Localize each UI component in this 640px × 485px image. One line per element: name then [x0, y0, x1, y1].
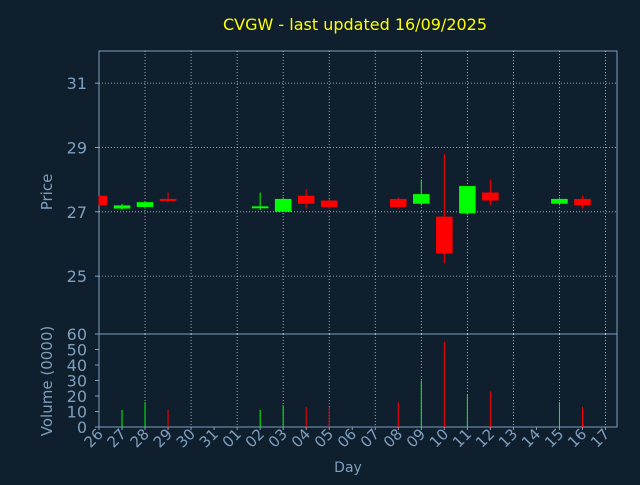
volume-tick-label: 50 — [67, 341, 87, 360]
volume-panel-frame — [98, 333, 618, 428]
chart-title: CVGW - last updated 16/09/2025 — [223, 15, 487, 34]
volume-tick-label: 20 — [67, 387, 87, 406]
candle-body — [551, 198, 568, 204]
volume-tick-label: 10 — [67, 403, 87, 422]
price-tick-label: 27 — [67, 203, 87, 222]
candle-body — [574, 198, 591, 206]
volume-tick-label: 30 — [67, 372, 87, 391]
price-axis-label: Price — [38, 174, 56, 211]
candle-body — [159, 198, 177, 201]
candle-body — [390, 198, 407, 207]
candle-body — [274, 198, 292, 212]
volume-tick-label: 60 — [67, 325, 87, 344]
candle-body — [459, 186, 476, 214]
price-panel-frame — [98, 50, 618, 335]
candle-body — [251, 206, 269, 209]
candle-body — [413, 194, 430, 204]
candle-body — [320, 200, 338, 207]
candle-body — [113, 205, 131, 209]
candle-body — [136, 202, 154, 207]
volume-tick-label: 0 — [77, 418, 87, 437]
price-tick-label: 25 — [67, 267, 87, 286]
price-tick-label: 29 — [67, 138, 87, 157]
candle-body — [436, 216, 453, 254]
volume-axis-label: Volume (0000) — [38, 326, 56, 436]
candle-body — [482, 192, 499, 201]
candle-body — [99, 195, 108, 206]
x-axis-label: Day — [334, 460, 362, 476]
x-tick-label: 17 — [587, 425, 613, 451]
volume-tick-label: 40 — [67, 356, 87, 375]
candle-body — [297, 195, 315, 204]
price-tick-label: 31 — [67, 74, 87, 93]
